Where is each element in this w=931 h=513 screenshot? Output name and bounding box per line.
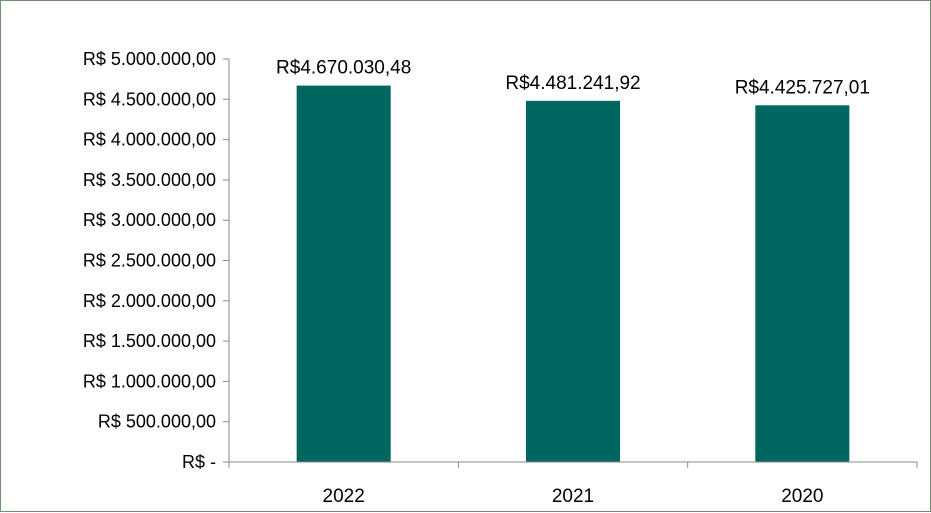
y-tick-label: R$ 2.500.000,00: [83, 251, 216, 271]
data-label-2020: R$4.425.727,01: [735, 77, 870, 98]
y-tick-label: R$ 1.000.000,00: [83, 371, 216, 391]
data-label-2021: R$4.481.241,92: [505, 73, 640, 94]
x-tick-label: 2022: [323, 486, 365, 507]
y-tick-label: R$ 500.000,00: [98, 412, 216, 432]
y-tick-label: R$ 3.500.000,00: [83, 170, 216, 190]
y-tick-label: R$ 2.000.000,00: [83, 291, 216, 311]
y-tick-label: R$ 5.000.000,00: [83, 49, 216, 69]
y-axis-ticks: R$ - R$ 500.000,00 R$ 1.000.000,00 R$ 1.500…: [83, 49, 230, 472]
y-tick-label: R$ 1.500.000,00: [83, 331, 216, 351]
data-label-2022: R$4.670.030,48: [276, 58, 411, 79]
bar-2022: [296, 85, 391, 462]
y-tick-label: R$ 3.000.000,00: [83, 210, 216, 230]
x-axis: 2022 2021 2020: [228, 461, 918, 507]
bars: [296, 85, 850, 463]
y-tick-label: R$ 4.500.000,00: [83, 89, 216, 109]
bar-2021: [525, 100, 621, 463]
x-tick-label: 2021: [552, 486, 594, 507]
y-tick-label: R$ -: [182, 452, 216, 472]
bar-2020: [755, 105, 850, 462]
data-labels: R$4.670.030,48 R$4.481.241,92 R$4.425.727,…: [276, 58, 870, 99]
x-tick-label: 2020: [781, 486, 823, 507]
y-tick-label: R$ 4.000.000,00: [83, 130, 216, 150]
